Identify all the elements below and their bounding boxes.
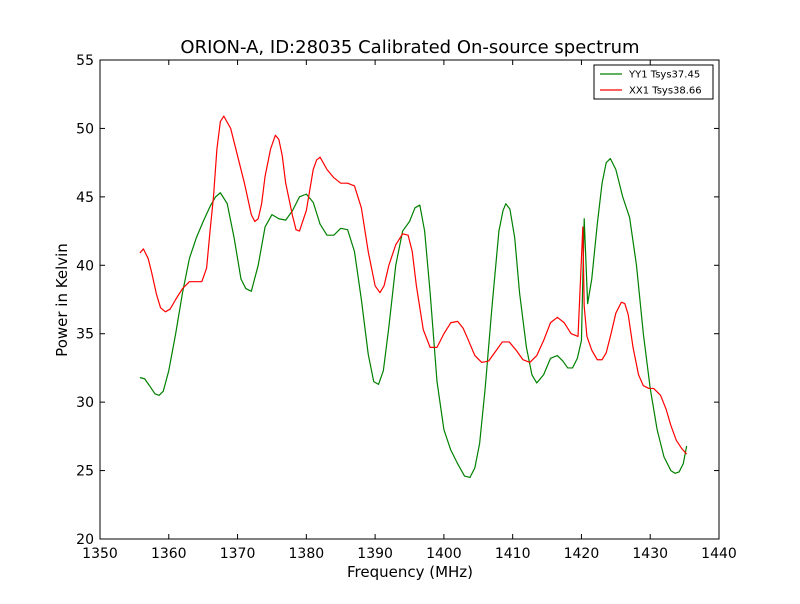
x-tick-label: 1430 xyxy=(632,546,668,562)
y-tick-label: 50 xyxy=(76,121,94,137)
y-tick-label: 20 xyxy=(76,532,94,548)
axes-frame xyxy=(99,59,720,540)
x-tick-label: 1380 xyxy=(289,546,325,562)
x-tick-label: 1370 xyxy=(220,546,256,562)
y-tick-label: 45 xyxy=(76,190,94,206)
x-tick-label: 1350 xyxy=(82,546,118,562)
y-tick-label: 35 xyxy=(76,327,94,343)
series-line-yy1 xyxy=(139,157,688,479)
y-tick-label: 55 xyxy=(76,53,94,69)
chart-title: ORION-A, ID:28035 Calibrated On-source s… xyxy=(180,37,639,58)
x-tick-label: 1410 xyxy=(495,546,531,562)
y-tick-label: 30 xyxy=(76,395,94,411)
x-axis-label: Frequency (MHz) xyxy=(347,563,473,581)
legend-box xyxy=(593,64,714,100)
legend-label: XX1 Tsys38.66 xyxy=(629,86,702,97)
x-tick-label: 1390 xyxy=(357,546,393,562)
x-tick-label: 1440 xyxy=(701,546,737,562)
x-tick-label: 1360 xyxy=(151,546,187,562)
legend-label: YY1 Tsys37.45 xyxy=(628,70,700,81)
y-tick-label: 40 xyxy=(76,258,94,274)
y-tick-label: 25 xyxy=(76,464,94,480)
y-axis-label: Power in Kelvin xyxy=(53,243,71,357)
series-line-xx1 xyxy=(139,115,688,455)
x-tick-label: 1420 xyxy=(564,546,600,562)
x-tick-label: 1400 xyxy=(426,546,462,562)
plot-area: 1350 1360 1370 1380 1390 1400 1410 1420 1430 1440… xyxy=(76,53,737,562)
